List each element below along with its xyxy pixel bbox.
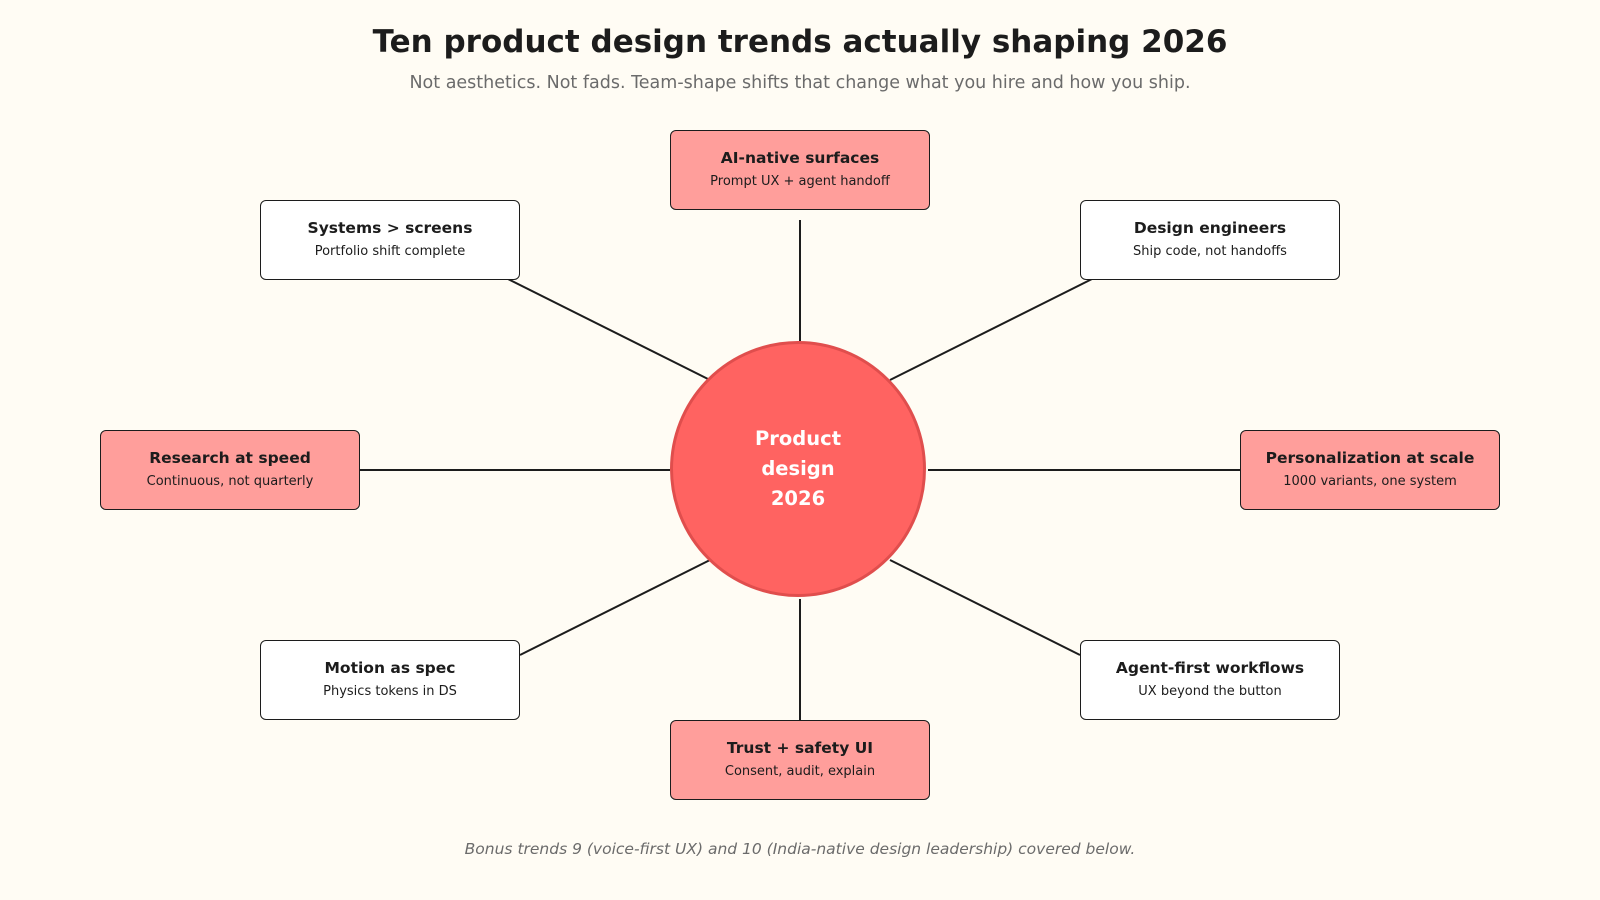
trend-node-personalization-at-scale: Personalization at scale 1000 variants, … bbox=[1240, 430, 1500, 510]
connector-systems bbox=[507, 278, 711, 381]
footnote: Bonus trends 9 (voice-first UX) and 10 (… bbox=[464, 840, 1136, 858]
trend-node-motion-as-spec: Motion as spec Physics tokens in DS bbox=[260, 640, 520, 720]
connector-agent-first bbox=[889, 559, 1081, 656]
trend-title: Design engineers bbox=[1133, 219, 1287, 237]
trend-node-ai-native-surfaces: AI-native surfaces Prompt UX + agent han… bbox=[670, 130, 930, 210]
trend-title: AI-native surfaces bbox=[720, 149, 880, 167]
trend-node-systems-over-screens: Systems > screens Portfolio shift comple… bbox=[260, 200, 520, 280]
trend-title: Agent-first workflows bbox=[1115, 659, 1305, 677]
trend-subtitle: Prompt UX + agent handoff bbox=[710, 174, 890, 189]
hub-label-line-2: design bbox=[761, 457, 835, 480]
trend-title: Personalization at scale bbox=[1265, 449, 1475, 467]
hub-label-line-3: 2026 bbox=[770, 487, 826, 510]
trend-subtitle: UX beyond the button bbox=[1138, 684, 1282, 699]
connector-design-engineers bbox=[889, 278, 1093, 381]
trend-title: Systems > screens bbox=[307, 219, 473, 237]
trend-subtitle: 1000 variants, one system bbox=[1283, 474, 1457, 489]
trend-title: Research at speed bbox=[149, 449, 311, 467]
trend-subtitle: Continuous, not quarterly bbox=[146, 474, 314, 489]
trend-title: Motion as spec bbox=[324, 659, 456, 677]
trend-node-research-at-speed: Research at speed Continuous, not quarte… bbox=[100, 430, 360, 510]
trend-subtitle: Ship code, not handoffs bbox=[1133, 244, 1287, 259]
hub-label-line-1: Product bbox=[754, 427, 842, 450]
page-subtitle: Not aesthetics. Not fads. Team-shape shi… bbox=[409, 73, 1191, 93]
hub-circle: Product design 2026 bbox=[670, 341, 926, 597]
trend-subtitle: Portfolio shift complete bbox=[314, 244, 466, 259]
connector-motion bbox=[519, 559, 711, 656]
trend-subtitle: Consent, audit, explain bbox=[724, 764, 876, 779]
trend-node-design-engineers: Design engineers Ship code, not handoffs bbox=[1080, 200, 1340, 280]
trend-title: Trust + safety UI bbox=[726, 739, 874, 757]
page-title: Ten product design trends actually shapi… bbox=[372, 24, 1228, 60]
trend-subtitle: Physics tokens in DS bbox=[323, 684, 457, 699]
trend-node-agent-first-workflows: Agent-first workflows UX beyond the butt… bbox=[1080, 640, 1340, 720]
trend-node-trust-safety-ui: Trust + safety UI Consent, audit, explai… bbox=[670, 720, 930, 800]
